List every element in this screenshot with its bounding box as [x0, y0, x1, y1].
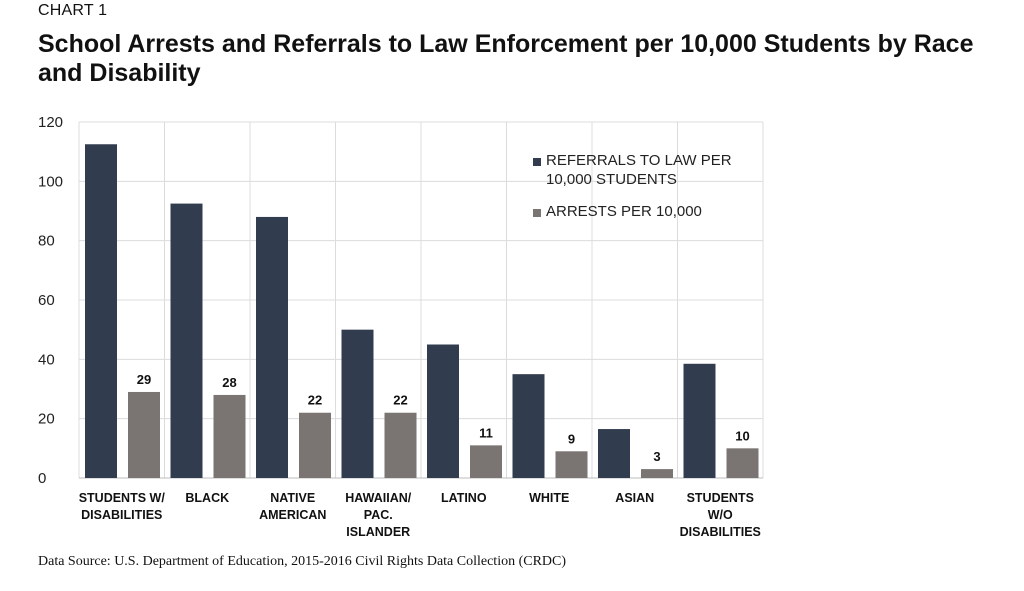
y-tick-label: 60 — [38, 292, 55, 309]
data-label-arrests: 29 — [137, 372, 151, 387]
legend-label-referrals: REFERRALS TO LAW PER 10,000 STUDENTS — [546, 152, 732, 188]
bar-referrals — [256, 216, 288, 478]
y-tick-label: 20 — [38, 411, 55, 428]
bar-referrals — [683, 363, 716, 478]
bar-arrests — [128, 391, 160, 478]
x-category-label: NATIVE AMERICAN — [259, 491, 326, 522]
y-tick-label: 0 — [38, 470, 46, 487]
data-label-arrests: 10 — [735, 428, 749, 443]
data-label-arrests: 28 — [222, 375, 236, 390]
legend-swatch-arrests — [533, 209, 541, 217]
x-category-label: HAWAIIAN/PAC. ISLANDER — [345, 491, 412, 539]
x-category-label: BLACK — [185, 491, 229, 505]
x-category-label: LATINO — [441, 491, 487, 505]
bar-referrals — [341, 329, 374, 478]
bar-arrests — [726, 448, 759, 478]
data-source-note: Data Source: U.S. Department of Educatio… — [38, 554, 567, 569]
bar-arrests — [555, 451, 588, 478]
legend-label-arrests: ARRESTS PER 10,000 — [546, 203, 702, 220]
bar-referrals — [427, 344, 459, 478]
y-tick-label: 100 — [38, 173, 63, 190]
x-category-label: WHITE — [529, 491, 569, 505]
bar-arrests — [299, 412, 331, 478]
bar-referrals — [598, 429, 630, 478]
bar-arrests — [470, 445, 502, 478]
y-tick-label: 80 — [38, 233, 55, 250]
x-category-label: ASIAN — [615, 491, 654, 505]
data-label-arrests: 3 — [653, 449, 660, 464]
legend-swatch-referrals — [533, 158, 541, 166]
bar-arrests — [384, 412, 417, 478]
data-label-arrests: 9 — [568, 431, 575, 446]
bar-arrests — [641, 469, 673, 478]
data-label-arrests: 11 — [479, 425, 493, 440]
chart-title: School Arrests and Referrals to Law Enfo… — [38, 30, 974, 87]
y-tick-label: 120 — [38, 114, 63, 131]
chart-kicker: CHART 1 — [38, 2, 108, 19]
x-category-label: STUDENTS W/DISABILITIES — [79, 491, 166, 522]
y-tick-label: 40 — [38, 351, 55, 368]
data-label-arrests: 22 — [393, 393, 407, 408]
bar-referrals — [170, 203, 203, 479]
bar-arrests — [213, 394, 246, 478]
bar-referrals — [85, 144, 117, 478]
data-label-arrests: 22 — [308, 393, 322, 408]
x-category-label: STUDENTS W/O DISABILITIES — [680, 491, 761, 539]
bar-referrals — [512, 374, 545, 478]
